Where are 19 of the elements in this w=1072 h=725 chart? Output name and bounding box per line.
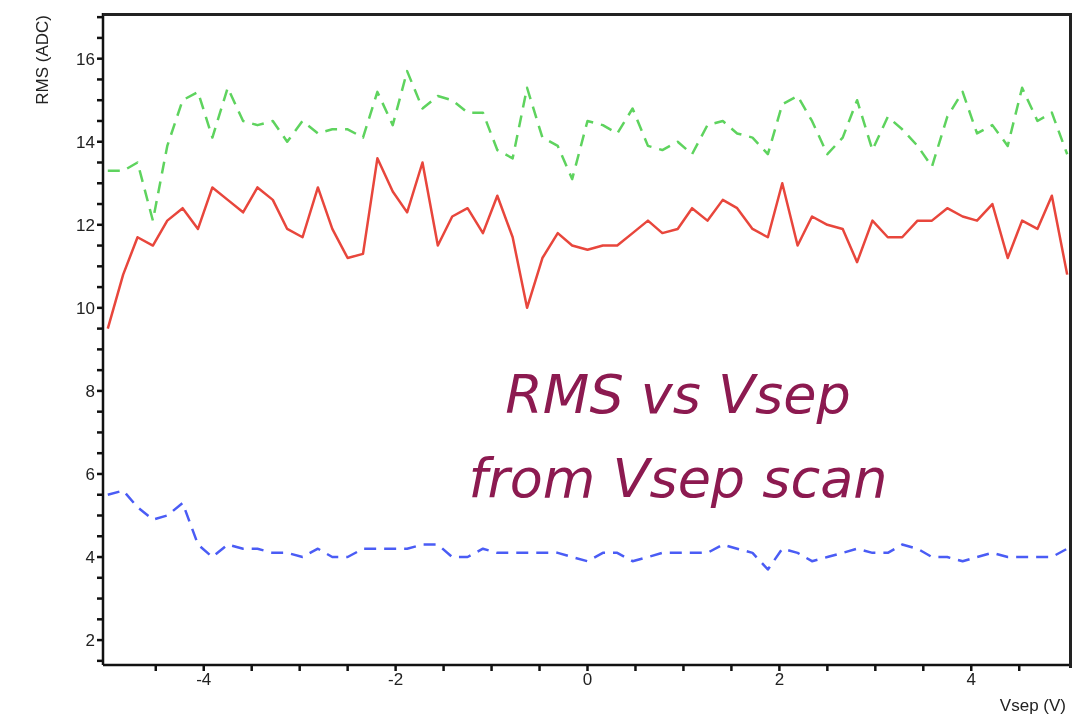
x-tick-label: 2 [774,670,785,690]
x-tick-label: 0 [582,670,593,690]
x-axis-title: Vsep (V) [999,696,1066,715]
y-tick-label: 8 [85,381,95,401]
y-tick-label: 6 [85,465,95,484]
line-series [106,157,1069,330]
y-tick-label: 12 [76,215,95,235]
y-tick-label: 16 [76,49,95,69]
y-tick-label: 2 [85,631,95,651]
y-tick-label: 10 [76,298,95,318]
x-tick-label: 4 [966,670,976,690]
x-tick-label: -4 [196,670,212,690]
y-tick-label: 4 [85,548,95,568]
y-axis-title: RMS (ADC) [33,15,52,105]
x-tick-label: -2 [388,670,404,690]
annotation: RMS vs Vsep [504,362,852,428]
y-tick-label: 14 [76,132,95,152]
line-series [106,69,1069,222]
annotation: from Vsep scan [467,446,889,512]
